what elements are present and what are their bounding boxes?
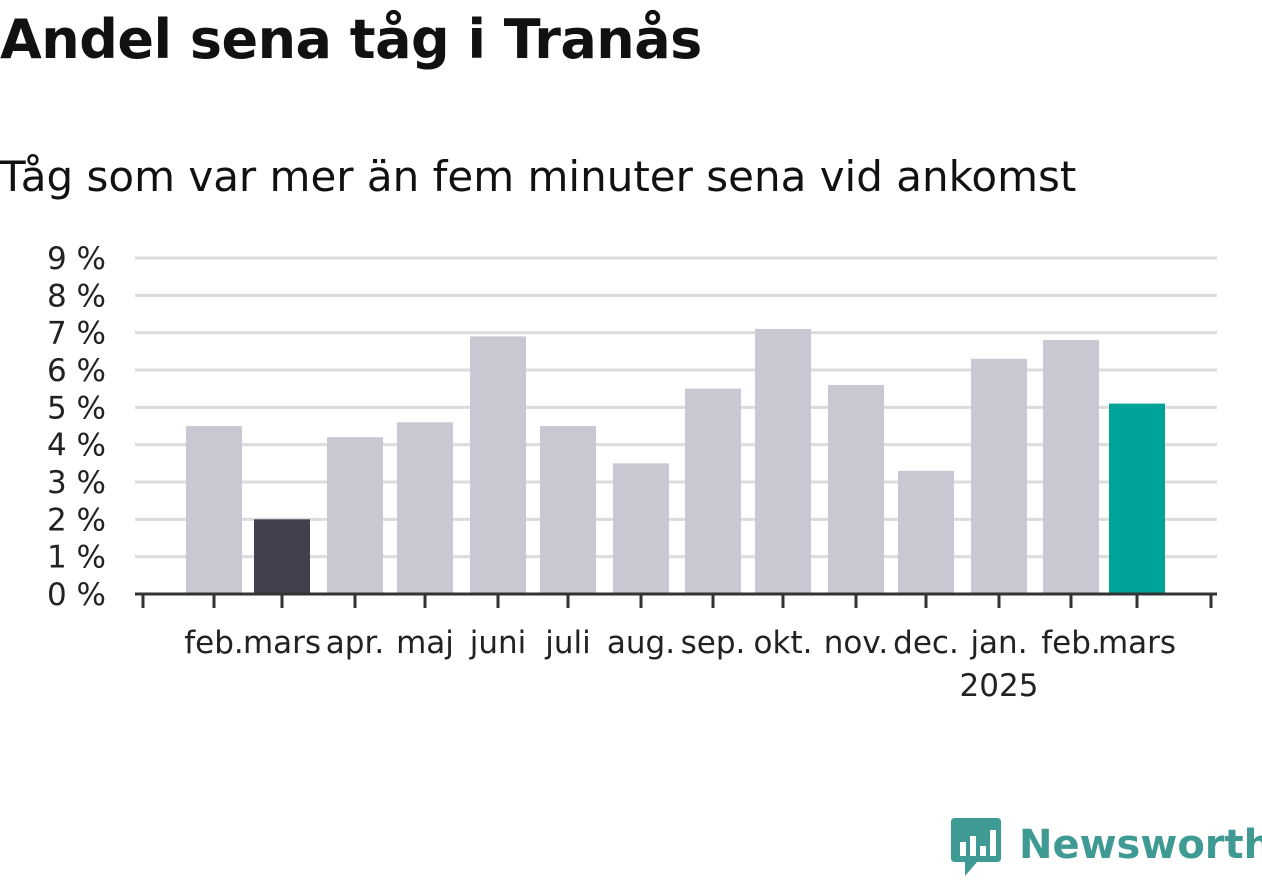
bar <box>1043 340 1099 594</box>
bar <box>828 384 884 594</box>
bar <box>540 426 596 594</box>
bar <box>186 426 242 594</box>
x-tick-label: feb. <box>184 625 244 661</box>
y-tick-label: 6 % <box>47 353 106 389</box>
y-tick-label: 2 % <box>47 502 106 538</box>
bar <box>898 470 954 594</box>
x-tick-label: mars <box>243 625 321 661</box>
bar <box>254 519 310 594</box>
x-axis-ticks: feb. mars apr. maj juni juli aug. sep. okt. nov. d… <box>184 625 1176 704</box>
bar <box>613 463 669 594</box>
x-tick-label: okt. <box>754 625 813 661</box>
newsworthy-logo-icon <box>951 818 1001 876</box>
y-tick-label: 0 % <box>47 577 106 613</box>
x-tick-label: mars <box>1098 625 1176 661</box>
x-tick-label: dec. <box>893 625 959 661</box>
chart-subtitle: Tåg som var mer än fem minuter sena vid … <box>0 152 1077 201</box>
y-tick-label: 4 % <box>47 428 106 464</box>
x-tick-label: sep. <box>681 625 746 661</box>
x-tick-label: apr. <box>326 625 384 661</box>
y-tick-label: 5 % <box>47 390 106 426</box>
bar <box>470 336 526 594</box>
x-tick-label: juni <box>469 625 527 661</box>
chart-title: Andel sena tåg i Tranås <box>0 8 702 71</box>
x-tick-label: feb. <box>1041 625 1101 661</box>
gridlines <box>135 256 1217 559</box>
bar <box>685 388 741 594</box>
x-tick-label: jan. <box>969 625 1027 661</box>
brand-name: Newsworthy <box>1019 822 1262 868</box>
brand-logo: Newsworthy <box>951 818 1262 880</box>
bar <box>397 422 453 594</box>
bar <box>1109 403 1165 594</box>
bar <box>971 358 1027 594</box>
x-tick-label: aug. <box>607 625 675 661</box>
bar <box>327 437 383 594</box>
x-tick-label: nov. <box>824 625 888 661</box>
x-tick-label: maj <box>396 625 454 661</box>
y-tick-label: 9 % <box>47 241 106 277</box>
bars <box>186 328 1165 594</box>
y-tick-label: 3 % <box>47 465 106 501</box>
y-tick-label: 1 % <box>47 540 106 576</box>
y-tick-label: 7 % <box>47 316 106 352</box>
x-tick-sublabel: 2025 <box>960 668 1039 704</box>
x-tick-label: juli <box>544 625 591 661</box>
y-tick-label: 8 % <box>47 278 106 314</box>
x-axis <box>135 592 1217 608</box>
y-axis-ticks: 0 %1 %2 %3 %4 %5 %6 %7 %8 %9 % <box>47 241 106 613</box>
bar <box>755 328 811 594</box>
